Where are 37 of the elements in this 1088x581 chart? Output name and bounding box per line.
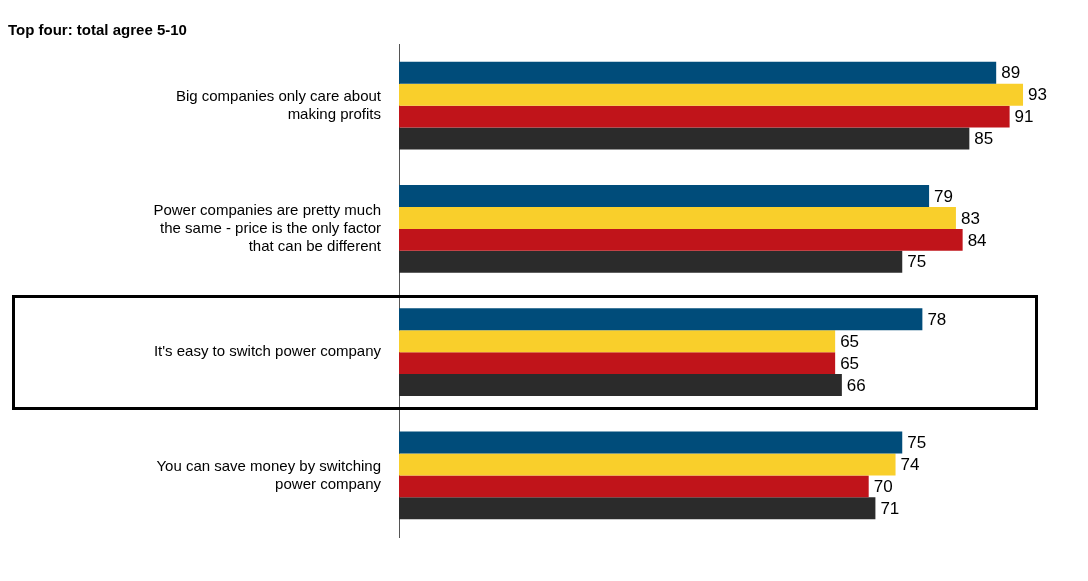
bar: [399, 228, 963, 251]
bar: [399, 475, 869, 498]
data-label: 93: [1028, 85, 1047, 105]
y-tick-label: Big companies only care about making profits: [175, 86, 382, 122]
bar: [399, 105, 1010, 128]
data-label: 66: [846, 375, 866, 395]
y-tick-label: Power companies are pretty much the same - price is the only factor that can be different: [153, 201, 382, 255]
y-tick-label: You can save money by switching power company: [156, 456, 382, 492]
bar: [399, 308, 923, 331]
data-label: 83: [960, 208, 980, 228]
bar: [399, 185, 930, 207]
bar: [399, 83, 1024, 106]
data-label: 84: [967, 230, 987, 250]
text: Top four: total agree 5-10: [8, 21, 187, 39]
data-label: 79: [934, 186, 954, 206]
data-label: 89: [1001, 63, 1021, 83]
bar: [399, 61, 997, 84]
bar: [399, 330, 836, 353]
data-label: 65: [840, 353, 860, 373]
data-label: 78: [927, 310, 947, 329]
bar: [399, 352, 836, 374]
y-tick-label: It's easy to switch power company: [153, 342, 382, 360]
data-label: 85: [974, 129, 994, 149]
bar: [399, 497, 876, 520]
data-label: 71: [880, 498, 900, 518]
bar: [399, 127, 970, 150]
data-label: 75: [907, 433, 927, 453]
data-label: 70: [873, 477, 893, 496]
data-label: 75: [907, 252, 927, 272]
data-label: 91: [1014, 107, 1034, 127]
bar: [399, 374, 842, 396]
data-label: 65: [840, 331, 860, 351]
bar: [399, 207, 956, 229]
bar: [399, 431, 903, 454]
bar: [399, 250, 903, 273]
data-label: 74: [900, 455, 920, 475]
bar: [399, 453, 896, 476]
